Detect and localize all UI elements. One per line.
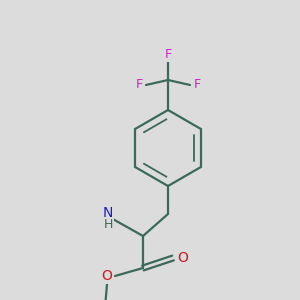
Text: F: F <box>164 49 172 62</box>
Text: F: F <box>135 79 142 92</box>
Text: O: O <box>102 269 112 283</box>
Text: O: O <box>178 251 188 265</box>
Text: N: N <box>103 206 113 220</box>
Text: H: H <box>103 218 113 232</box>
Text: F: F <box>194 79 201 92</box>
